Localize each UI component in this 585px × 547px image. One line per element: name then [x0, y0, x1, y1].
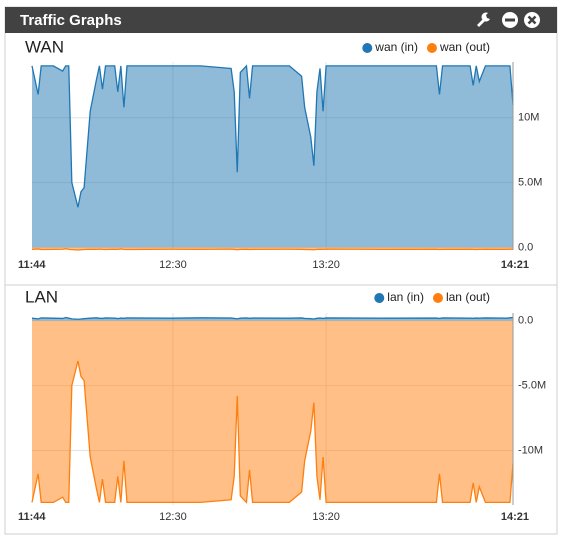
panel-header: [5, 7, 557, 33]
legend-label: wan (out): [439, 40, 490, 54]
series-line: [31, 64, 514, 208]
x-tick-label: 12:30: [159, 511, 187, 523]
legend-label: wan (in): [374, 40, 418, 54]
x-tick-label: 11:44: [18, 511, 46, 523]
series-line: [31, 248, 514, 251]
wrench-icon[interactable]: [477, 12, 490, 27]
close-cross: [527, 15, 537, 25]
close-icon[interactable]: [524, 12, 540, 28]
y-tick-label: 5.0M: [518, 176, 542, 188]
y-tick-label: 10M: [518, 112, 539, 124]
y-tick-label: -5.0M: [518, 380, 546, 392]
legend-label: lan (in): [387, 290, 424, 304]
series-line: [31, 360, 514, 504]
x-tick-label: 14:21: [501, 511, 529, 523]
legend-marker: [374, 293, 385, 303]
area: [32, 65, 513, 248]
minimize-icon[interactable]: [502, 12, 518, 28]
x-tick-label: 14:21: [501, 259, 529, 271]
legend-marker: [362, 43, 373, 53]
chart-title: LAN: [25, 287, 58, 306]
y-tick-label: 0.0: [518, 315, 533, 327]
chart-title: WAN: [25, 37, 64, 56]
y-tick-label: 0.0: [518, 241, 533, 253]
legend-marker: [426, 43, 437, 53]
x-tick-label: 13:20: [312, 511, 340, 523]
series-line: [31, 316, 514, 320]
area: [32, 320, 513, 503]
legend-marker: [432, 293, 443, 303]
x-tick-label: 13:20: [312, 259, 340, 271]
y-tick-label: -10M: [518, 444, 543, 456]
panel-title: Traffic Graphs: [20, 12, 122, 29]
minimize-bar: [505, 18, 515, 22]
x-tick-label: 12:30: [159, 259, 187, 271]
wrench-shape: [477, 12, 490, 27]
x-tick-label: 11:44: [18, 259, 46, 271]
legend-label: lan (out): [446, 290, 490, 304]
